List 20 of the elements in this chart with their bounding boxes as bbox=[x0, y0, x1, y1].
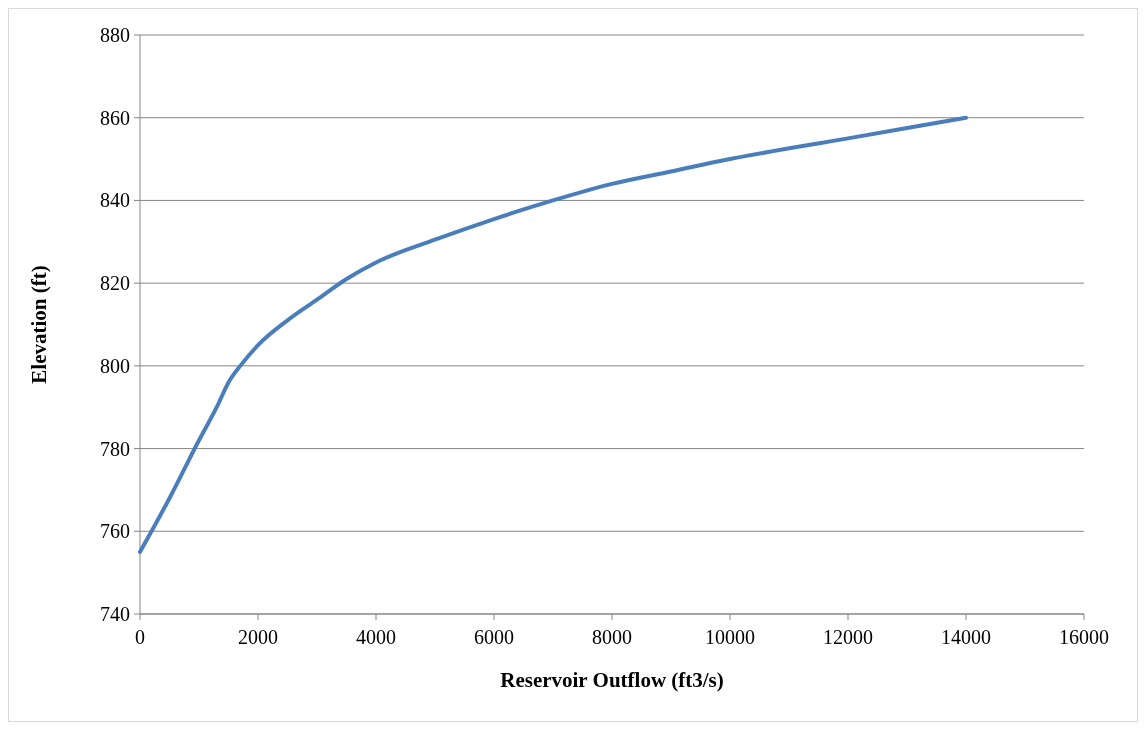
x-tick-label: 12000 bbox=[823, 626, 873, 648]
x-tick-label: 14000 bbox=[941, 626, 991, 648]
y-axis-title: Elevation (ft) bbox=[27, 265, 51, 384]
y-tick-label: 860 bbox=[100, 106, 130, 129]
y-tick-label: 740 bbox=[100, 603, 130, 625]
y-tick-label: 820 bbox=[100, 272, 130, 295]
y-tick-label: 840 bbox=[100, 189, 130, 212]
x-tick-label: 0 bbox=[135, 626, 145, 648]
y-tick-label: 760 bbox=[100, 520, 130, 543]
x-tick-label: 10000 bbox=[705, 626, 755, 648]
x-tick-label: 4000 bbox=[356, 626, 396, 648]
y-tick-label: 780 bbox=[100, 437, 130, 460]
x-tick-label: 6000 bbox=[474, 626, 514, 648]
x-axis-title: Reservoir Outflow (ft3/s) bbox=[500, 668, 724, 692]
x-tick-label: 2000 bbox=[238, 626, 278, 648]
x-tick-label: 16000 bbox=[1059, 626, 1109, 648]
x-tick-label: 8000 bbox=[592, 626, 632, 648]
y-tick-label: 800 bbox=[100, 354, 130, 377]
y-tick-label: 880 bbox=[100, 24, 130, 46]
line-series bbox=[138, 115, 968, 554]
